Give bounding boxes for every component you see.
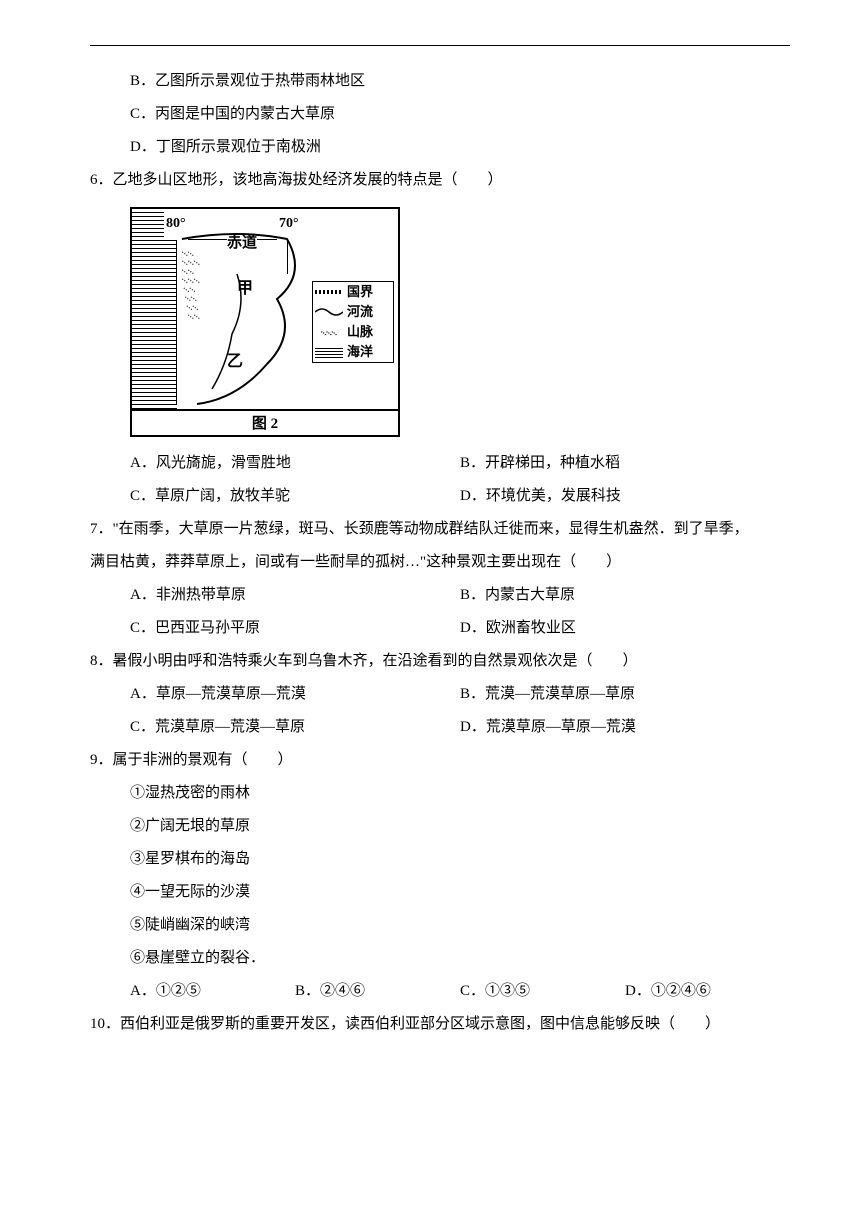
q6-option-d: D．环境优美，发展科技 [460,480,790,513]
legend-river-label: 河流 [347,304,373,320]
q6-option-a: A．风光旖旎，滑雪胜地 [130,447,460,480]
q9-option-c: C．①③⑤ [460,975,625,1008]
map-inner: 80° 70° 赤道 甲 乙 ᨞᨞᨞᨞᨞᨞᨞᨞᨞᨞ ᨞᨞ ᨞᨞ ᨞᨞ ᨞᨞ 国界… [132,209,398,409]
q6-option-b: B．开辟梯田，种植水稻 [460,447,790,480]
q9-option-d: D．①②④⑥ [625,975,790,1008]
q9-item6: ⑥悬崖壁立的裂谷． [90,942,790,975]
border-symbol-icon [315,284,343,300]
map-caption: 图 2 [132,409,398,436]
legend-row-mountain: ᨞᨞᨞ 山脉 [313,322,393,342]
river-border-svg [177,224,317,409]
legend-row-border: 国界 [313,282,393,302]
legend-row-river: 河流 [313,302,393,322]
q5-option-c: C．丙图是中国的内蒙古大草原 [90,98,790,131]
page-top-rule [90,45,790,46]
q8-stem: 8．暑假小明由呼和浩特乘火车到乌鲁木齐，在沿途看到的自然景观依次是（ ） [90,645,790,678]
q7-option-b: B．内蒙古大草原 [460,579,790,612]
mountain-symbol-icon: ᨞᨞᨞ [315,324,343,340]
q10-stem: 10．西伯利亚是俄罗斯的重要开发区，读西伯利亚部分区域示意图，图中信息能够反映（… [90,1008,790,1041]
q6-stem: 6．乙地多山区地形，该地高海拔处经济发展的特点是（ ） [90,164,790,197]
q8-option-b: B．荒漠—荒漠草原—草原 [460,678,790,711]
page-content: B．乙图所示景观位于热带雨林地区 C．丙图是中国的内蒙古大草原 D．丁图所示景观… [90,65,790,1041]
q8-options-row1: A．草原—荒漠草原—荒漠 B．荒漠—荒漠草原—草原 [90,678,790,711]
q9-option-b: B．②④⑥ [295,975,460,1008]
q9-item5: ⑤陡峭幽深的峡湾 [90,909,790,942]
q8-options-row2: C．荒漠草原—荒漠—草原 D．荒漠草原—草原—荒漠 [90,711,790,744]
legend-border-label: 国界 [347,284,373,300]
q8-option-a: A．草原—荒漠草原—荒漠 [130,678,460,711]
river-symbol-icon [315,304,343,320]
q8-option-c: C．荒漠草原—荒漠—草原 [130,711,460,744]
q7-stem-line2: 满目枯黄，莽莽草原上，间或有一些耐旱的孤树…"这种景观主要出现在（ ） [90,546,790,579]
q6-map-figure: 80° 70° 赤道 甲 乙 ᨞᨞᨞᨞᨞᨞᨞᨞᨞᨞ ᨞᨞ ᨞᨞ ᨞᨞ ᨞᨞ 国界… [130,207,400,437]
q7-stem-line1: 7．"在雨季，大草原一片葱绿，斑马、长颈鹿等动物成群结队迁徙而来，显得生机盎然．… [90,513,790,546]
q6-options-row2: C．草原广阔，放牧羊驼 D．环境优美，发展科技 [90,480,790,513]
q6-options-row1: A．风光旖旎，滑雪胜地 B．开辟梯田，种植水稻 [90,447,790,480]
q9-stem: 9．属于非洲的景观有（ ） [90,744,790,777]
q9-item1: ①湿热茂密的雨林 [90,777,790,810]
q7-options-row2: C．巴西亚马孙平原 D．欧洲畜牧业区 [90,612,790,645]
q8-option-d: D．荒漠草原—草原—荒漠 [460,711,790,744]
q9-item2: ②广阔无垠的草原 [90,810,790,843]
q9-item4: ④一望无际的沙漠 [90,876,790,909]
q5-option-d: D．丁图所示景观位于南极洲 [90,131,790,164]
q7-options-row1: A．非洲热带草原 B．内蒙古大草原 [90,579,790,612]
q6-option-c: C．草原广阔，放牧羊驼 [130,480,460,513]
q9-options-row: A．①②⑤ B．②④⑥ C．①③⑤ D．①②④⑥ [90,975,790,1008]
q5-option-b: B．乙图所示景观位于热带雨林地区 [90,65,790,98]
legend-row-ocean: 海洋 [313,342,393,362]
legend-mountain-label: 山脉 [347,324,373,340]
q9-option-a: A．①②⑤ [130,975,295,1008]
ocean-symbol-icon [315,344,343,360]
map-legend: 国界 河流 ᨞᨞᨞ 山脉 海洋 [312,281,394,363]
q7-option-a: A．非洲热带草原 [130,579,460,612]
q9-item3: ③星罗棋布的海岛 [90,843,790,876]
q7-option-c: C．巴西亚马孙平原 [130,612,460,645]
legend-ocean-label: 海洋 [347,344,373,360]
q7-option-d: D．欧洲畜牧业区 [460,612,790,645]
